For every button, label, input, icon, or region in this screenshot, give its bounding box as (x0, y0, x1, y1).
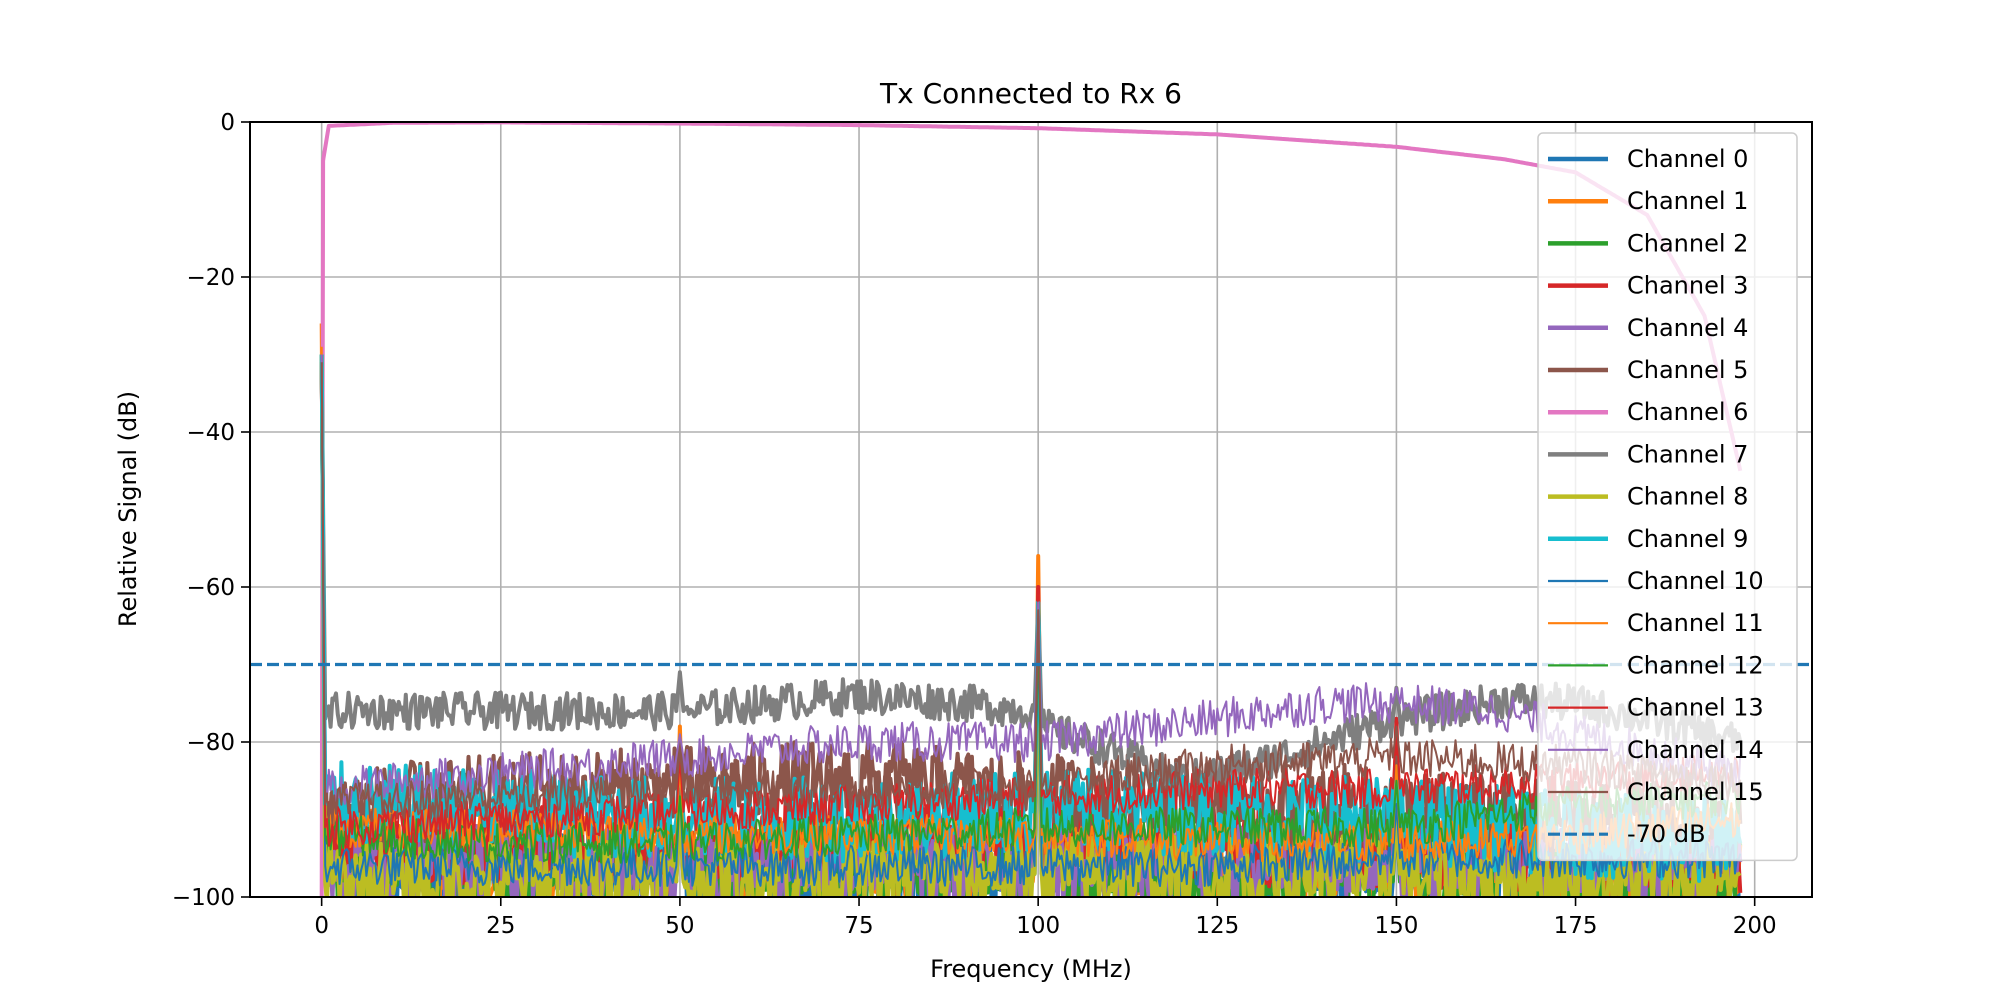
legend-box (1537, 132, 1798, 862)
legend-label: Channel 2 (1627, 229, 1748, 257)
series-line-channel-14 (320, 354, 1742, 805)
y-tick-label: −40 (186, 420, 235, 446)
x-tick-label: 125 (1195, 913, 1239, 939)
x-tick-label: 200 (1733, 913, 1777, 939)
legend-label: Channel 15 (1627, 778, 1764, 806)
x-axis-label: Frequency (MHz) (930, 955, 1132, 983)
legend-label: -70 dB (1627, 820, 1706, 848)
x-tick-label: 50 (665, 913, 694, 939)
y-tick-label: 0 (220, 110, 235, 136)
plot-frame (249, 121, 1813, 898)
legend-label: Channel 12 (1627, 651, 1764, 679)
x-tick-label: 150 (1374, 913, 1418, 939)
y-tick-label: −80 (186, 730, 235, 756)
y-tick-label: −60 (186, 575, 235, 601)
x-tick-label: 100 (1016, 913, 1060, 939)
legend: Channel 0 Channel 1 Channel 2 Channel 3 Chan… (1537, 132, 1798, 862)
x-tick-label: 0 (314, 913, 329, 939)
axis-ticks: 0 25 50 75 100 125 150 175 200 0 −20 −40 −60 −80 −100 (172, 110, 1777, 939)
legend-label: Channel 1 (1627, 187, 1748, 215)
y-tick-label: −20 (186, 265, 235, 291)
legend-label: Channel 13 (1627, 694, 1764, 722)
legend-label: Channel 6 (1627, 398, 1748, 426)
series-line-channel-7 (319, 362, 1743, 797)
x-tick-label: 175 (1554, 913, 1598, 939)
x-tick-label: 75 (844, 913, 873, 939)
series-line-channel-8 (319, 354, 1742, 897)
legend-label: Channel 5 (1627, 356, 1748, 384)
legend-label: Channel 3 (1627, 272, 1748, 300)
legend-label: Channel 4 (1627, 314, 1748, 342)
legend-label: Channel 10 (1627, 567, 1764, 595)
series-area (319, 122, 1743, 897)
y-tick-label: −100 (172, 885, 235, 911)
series-line-channel-15 (320, 362, 1742, 825)
y-axis-label: Relative Signal (dB) (114, 391, 142, 627)
legend-label: Channel 8 (1627, 483, 1748, 511)
legend-label: Channel 14 (1627, 736, 1764, 764)
legend-label: Channel 0 (1627, 145, 1748, 173)
chart-title: Tx Connected to Rx 6 (879, 77, 1182, 110)
legend-label: Channel 9 (1627, 525, 1748, 553)
legend-label: Channel 11 (1627, 609, 1764, 637)
x-tick-label: 25 (486, 913, 515, 939)
legend-label: Channel 7 (1627, 440, 1748, 468)
